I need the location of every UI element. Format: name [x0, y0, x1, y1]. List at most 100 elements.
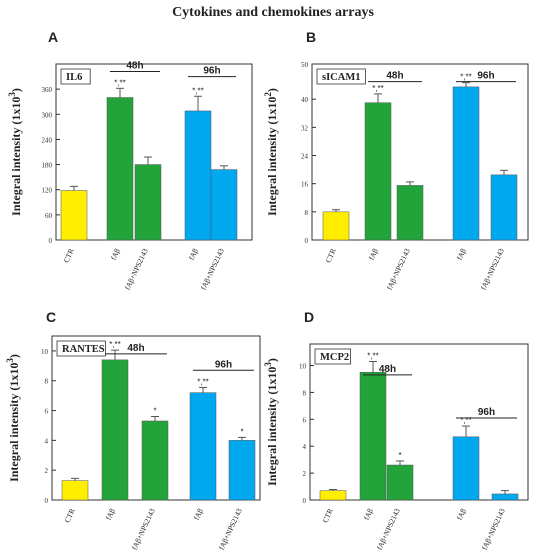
- time-bracket-label: 96h: [478, 407, 495, 418]
- y-tick-label: 6: [45, 408, 49, 416]
- y-tick-label: 32: [301, 124, 309, 132]
- chart-title-box: [60, 68, 91, 85]
- bar: [61, 480, 89, 501]
- y-tick-label: 0: [305, 237, 309, 245]
- category-label: CTR: [62, 507, 76, 524]
- category-label: fAβ: [362, 507, 375, 522]
- chart-title: IL6: [66, 72, 82, 83]
- significance-label: *: [398, 451, 401, 460]
- bar: [210, 169, 238, 241]
- y-axis-label: Integral intensity (1x103): [5, 354, 21, 482]
- significance-label: *: [153, 407, 156, 416]
- figure-title: Cytokines and chemokines arrays: [172, 5, 374, 20]
- bar: [60, 190, 88, 241]
- time-bracket-label: 48h: [386, 71, 403, 82]
- chart-panel-d: D 0 2 4 6 8 10 Integral intensity (1x103) MCP2 CT…: [263, 309, 529, 550]
- y-tick-label: 10: [299, 363, 307, 371]
- category-label: fAβ+NPS2143: [375, 507, 402, 550]
- y-tick-label: 0: [303, 497, 307, 505]
- y-tick-label: 360: [42, 86, 53, 94]
- y-tick-label: 50: [301, 61, 309, 69]
- y-tick-label: 0: [45, 497, 49, 505]
- significance-label: *,**: [367, 351, 379, 360]
- category-label: fAβ: [192, 507, 205, 522]
- y-tick-label: 40: [301, 96, 309, 104]
- category-label: fAβ+NPS2143: [130, 507, 157, 550]
- chart-title: RANTES: [62, 344, 105, 355]
- bar: [322, 211, 350, 241]
- bar: [396, 185, 424, 241]
- time-bracket-label: 96h: [215, 359, 232, 370]
- category-label: fAβ: [455, 507, 468, 522]
- y-tick-label: 4: [303, 443, 307, 451]
- bar: [452, 86, 480, 241]
- chart-title: MCP2: [320, 352, 349, 363]
- chart-panel-c: C 0 2 4 6 8 10 Integral intensity (1x103) RANTES…: [5, 309, 261, 550]
- panel-label: D: [304, 309, 314, 325]
- bar: [359, 371, 387, 501]
- bar: [189, 392, 217, 501]
- y-tick-label: 16: [301, 181, 309, 189]
- bar: [106, 97, 134, 241]
- category-label: fAβ: [104, 507, 117, 522]
- category-label: fAβ: [367, 247, 380, 262]
- y-tick-label: 60: [45, 212, 53, 220]
- y-tick-label: 180: [42, 162, 53, 170]
- chart-title-box: [316, 68, 366, 85]
- category-label: fAβ: [187, 247, 200, 262]
- category-label: fAβ+NPS2143: [385, 247, 412, 292]
- chart-panel-b: B 0 8 16 24 32 40 50 Integral intensity (1x102) s…: [263, 29, 529, 292]
- significance-label: *,**: [460, 73, 472, 82]
- y-axis-label: Integral intensity (1x103): [263, 358, 279, 486]
- category-label: fAβ+NPS2143: [217, 507, 244, 550]
- y-tick-label: 24: [301, 153, 309, 161]
- panel-label: A: [48, 29, 58, 45]
- bar: [491, 493, 519, 501]
- significance-label: *,**: [192, 86, 204, 95]
- significance-label: *,**: [114, 78, 126, 87]
- significance-label: *,**: [109, 340, 121, 349]
- bar: [134, 164, 162, 241]
- category-label: fAβ+NPS2143: [123, 247, 150, 292]
- category-label: fAβ+NPS2143: [479, 247, 506, 292]
- significance-label: *,**: [372, 84, 384, 93]
- time-bracket-label: 48h: [379, 364, 396, 375]
- bar: [364, 102, 392, 241]
- y-tick-label: 8: [303, 389, 307, 397]
- time-bracket-label: 96h: [203, 66, 220, 77]
- bar: [452, 436, 480, 501]
- y-axis-label: Integral intensity (1x103): [7, 88, 23, 216]
- chart-panel-a: A 0 60 120 180 240 300 360 Integral intensity (1…: [7, 29, 253, 292]
- time-bracket-label: 48h: [127, 343, 144, 354]
- y-tick-label: 2: [45, 467, 49, 475]
- y-tick-label: 0: [49, 237, 53, 245]
- y-tick-label: 120: [42, 187, 53, 195]
- plot-frame: [309, 343, 529, 501]
- time-bracket-label: 96h: [477, 71, 494, 82]
- bar: [490, 174, 518, 241]
- category-label: CTR: [61, 247, 75, 264]
- chart-title-box: [314, 348, 351, 365]
- category-label: fAβ: [455, 247, 468, 262]
- bar: [228, 440, 256, 501]
- panel-label: B: [306, 29, 316, 45]
- significance-label: *,**: [460, 416, 472, 425]
- y-tick-label: 10: [41, 348, 49, 356]
- category-label: CTR: [323, 247, 337, 264]
- y-tick-label: 6: [303, 416, 307, 424]
- significance-label: *: [240, 427, 243, 436]
- y-tick-label: 2: [303, 470, 307, 478]
- category-label: fAβ+NPS2143: [480, 507, 507, 550]
- y-tick-label: 4: [45, 437, 49, 445]
- y-tick-label: 240: [42, 136, 53, 144]
- category-label: CTR: [320, 507, 334, 524]
- chart-title: sICAM1: [322, 72, 361, 83]
- bar: [141, 420, 169, 501]
- significance-label: *,**: [197, 377, 209, 386]
- y-tick-label: 8: [45, 378, 49, 386]
- bar: [319, 490, 347, 501]
- time-bracket-label: 48h: [126, 61, 143, 72]
- chart-title-box: [56, 340, 106, 357]
- bar: [386, 464, 414, 501]
